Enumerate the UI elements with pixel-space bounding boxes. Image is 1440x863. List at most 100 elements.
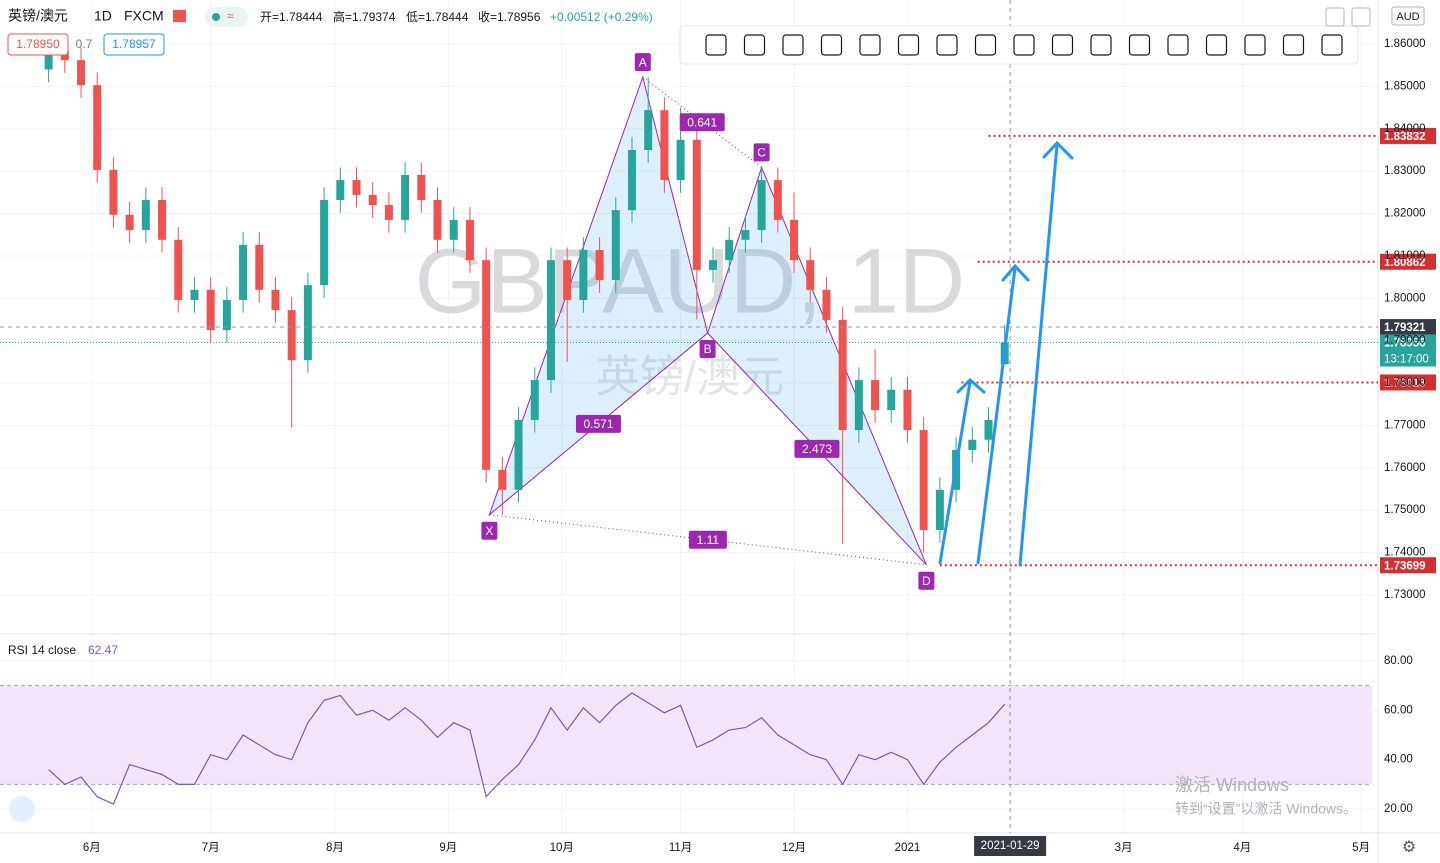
y-tick-label: 1.80000 xyxy=(1384,292,1426,304)
candle-body xyxy=(919,430,928,531)
tool-icon[interactable] xyxy=(1167,34,1189,56)
watermark-name: 英镑/澳元 xyxy=(596,353,784,402)
tool-icon[interactable] xyxy=(820,34,843,56)
ohlc-low: 低=1.78444 xyxy=(406,10,469,24)
tool-icon[interactable] xyxy=(1128,34,1151,56)
y-tick-label: 1.75000 xyxy=(1384,504,1426,516)
currency-box[interactable] xyxy=(1391,6,1425,26)
y-tick-label: 60.00 xyxy=(1384,704,1413,716)
candle-body xyxy=(174,239,183,300)
windows-title: 激活 Windows xyxy=(1175,775,1289,795)
cursor-date-tag xyxy=(974,836,1047,856)
candle-body xyxy=(903,389,912,431)
ratio-line xyxy=(642,76,762,168)
level-label: 1.78013 xyxy=(1384,378,1426,390)
last-price: 1.78956 xyxy=(1384,338,1426,350)
tool-icon[interactable] xyxy=(897,34,920,56)
candle-body xyxy=(417,174,426,200)
y-tick-label: 1.78000 xyxy=(1384,377,1426,389)
level-label: 1.73699 xyxy=(1384,560,1426,572)
toolbar-bg xyxy=(679,25,1359,65)
point-label: C xyxy=(757,146,766,160)
candle-body xyxy=(93,85,102,170)
tool-icon[interactable] xyxy=(1013,34,1035,56)
tool-icon[interactable] xyxy=(1321,34,1343,56)
candle-body xyxy=(822,289,831,320)
y-tick-label: 1.83000 xyxy=(1384,165,1426,177)
candle-body xyxy=(790,219,799,261)
flag[interactable] xyxy=(173,10,186,22)
tool-icon[interactable] xyxy=(743,34,766,56)
candle-body xyxy=(77,60,86,86)
tool-icon[interactable] xyxy=(974,34,997,56)
ratio-label: 0.641 xyxy=(687,115,717,129)
y-tick-label: 1.76000 xyxy=(1384,462,1426,474)
cursor-tag xyxy=(1380,319,1436,336)
candle-body xyxy=(368,194,377,206)
candle-body xyxy=(644,110,653,150)
tool-icon[interactable] xyxy=(1090,34,1112,56)
y-tick-label: 1.86000 xyxy=(1384,38,1426,50)
logo[interactable] xyxy=(9,796,35,822)
tool-icon[interactable] xyxy=(705,34,727,56)
x-tick-label: 3月 xyxy=(1115,842,1133,854)
y-tick-label: 1.79000 xyxy=(1384,335,1426,347)
header: 英镑/澳元 1D FXCM ≈ 开=1.78444 高=1.79374 低=1.… xyxy=(7,6,1425,856)
candle-body xyxy=(239,244,248,300)
status-pill[interactable] xyxy=(205,7,248,27)
rsi-last: 62.47 xyxy=(88,643,118,657)
candle-body xyxy=(725,239,734,261)
candle-body xyxy=(611,210,620,281)
rsi-name: RSI 14 close xyxy=(8,643,76,657)
drawing-toolbar xyxy=(679,25,1359,65)
candle-body xyxy=(125,214,134,231)
ratio-box xyxy=(679,113,725,132)
ask-box[interactable] xyxy=(103,33,165,56)
candle-body xyxy=(384,205,393,220)
button[interactable] xyxy=(1351,7,1371,27)
candle-body xyxy=(984,419,993,440)
arrow xyxy=(976,263,1030,565)
arrows xyxy=(938,140,1074,567)
candle-body xyxy=(44,49,53,70)
tool-icon[interactable] xyxy=(782,34,804,56)
candle-body xyxy=(287,310,296,361)
candle-body xyxy=(676,139,685,181)
bid-box[interactable] xyxy=(7,33,69,56)
tool-icon[interactable] xyxy=(859,34,881,56)
ratio-label: 0.571 xyxy=(583,417,613,431)
arrow xyxy=(1018,140,1074,567)
x-tick-label: 6月 xyxy=(83,842,101,854)
y-tick-label: 1.85000 xyxy=(1384,80,1426,92)
candle-body xyxy=(433,199,442,240)
candle-body xyxy=(627,149,636,211)
settings-icon[interactable]: ⚙ xyxy=(1402,839,1416,856)
ratio-label: 2.473 xyxy=(802,442,832,456)
candle-body xyxy=(806,260,815,290)
watermark-symbol: GBPAUD, 1D xyxy=(415,230,965,332)
ratio-label: 1.11 xyxy=(697,533,720,547)
y-tick-label: 40.00 xyxy=(1384,754,1413,766)
tool-icon[interactable] xyxy=(936,34,958,56)
tool-icon[interactable] xyxy=(1244,34,1266,56)
candle-body xyxy=(838,319,847,431)
spread: 0.7 xyxy=(76,37,93,51)
candle-body xyxy=(141,199,150,231)
y-tick-label: 1.81000 xyxy=(1384,250,1426,262)
point-label: X xyxy=(485,524,493,538)
source: FXCM xyxy=(124,8,164,24)
candle-body xyxy=(401,174,410,220)
candle-body xyxy=(887,389,896,411)
candle-body xyxy=(482,260,491,470)
candle-body xyxy=(222,299,231,331)
ratio-box xyxy=(688,530,727,549)
tool-icon[interactable] xyxy=(1282,34,1305,56)
button[interactable] xyxy=(1325,7,1345,27)
candle-body xyxy=(206,289,215,331)
x-tick-label: 7月 xyxy=(202,842,220,854)
candle-body xyxy=(352,180,361,195)
tool-icon[interactable] xyxy=(1051,34,1074,56)
tool-icon[interactable] xyxy=(1205,34,1228,56)
candle-body xyxy=(498,469,507,490)
